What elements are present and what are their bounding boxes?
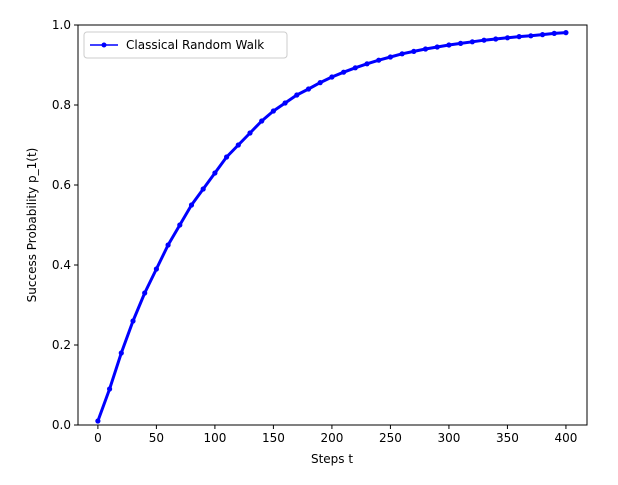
y-axis-title: Success Probability p_1(t) xyxy=(25,148,39,303)
data-point xyxy=(446,42,452,48)
data-point xyxy=(469,39,475,45)
x-tick-label: 200 xyxy=(320,431,343,445)
x-tick-label: 150 xyxy=(262,431,285,445)
y-tick-label: 0.6 xyxy=(52,178,71,192)
y-tick-label: 0.8 xyxy=(52,98,71,112)
plot-frame xyxy=(77,24,588,426)
data-point xyxy=(95,418,101,424)
data-point xyxy=(165,242,171,248)
x-tick-label: 250 xyxy=(379,431,402,445)
data-point xyxy=(317,80,323,86)
data-point xyxy=(270,108,277,114)
y-tick-label: 0.0 xyxy=(52,418,71,432)
data-point xyxy=(142,290,148,296)
data-point xyxy=(224,154,230,160)
data-point xyxy=(153,266,159,272)
data-point xyxy=(177,222,183,228)
data-point xyxy=(294,92,300,98)
data-point xyxy=(235,142,241,148)
data-point xyxy=(551,30,557,36)
y-tick-label: 1.0 xyxy=(52,18,71,32)
data-point xyxy=(458,40,464,47)
data-point xyxy=(188,202,195,208)
data-point xyxy=(387,54,394,60)
data-point xyxy=(563,29,569,36)
data-point xyxy=(200,186,206,192)
legend-label: Classical Random Walk xyxy=(126,38,264,52)
data-point xyxy=(341,69,347,75)
data-point xyxy=(481,37,487,43)
y-tick-label: 0.4 xyxy=(52,258,71,272)
data-point xyxy=(212,170,218,176)
series-layer xyxy=(95,29,569,424)
data-point xyxy=(364,61,370,67)
data-point xyxy=(539,31,546,38)
data-point xyxy=(411,48,417,55)
x-axis-title: Steps t xyxy=(311,452,353,466)
data-point xyxy=(259,118,265,124)
data-point xyxy=(516,34,522,40)
data-point xyxy=(106,386,113,392)
x-tick-label: 400 xyxy=(554,431,577,445)
data-point xyxy=(434,44,440,50)
y-axis: 0.0 0.2 0.4 0.6 0.8 1.0 xyxy=(52,18,78,432)
data-point xyxy=(352,65,358,71)
x-tick-label: 50 xyxy=(149,431,164,445)
data-point xyxy=(528,33,534,39)
legend-marker xyxy=(101,42,107,48)
data-point xyxy=(376,57,382,63)
data-point xyxy=(130,318,136,324)
legend-box xyxy=(83,31,288,59)
data-point xyxy=(493,36,499,42)
x-tick-label: 100 xyxy=(203,431,226,445)
data-point xyxy=(329,74,335,80)
data-point xyxy=(399,51,405,57)
x-tick-label: 300 xyxy=(437,431,460,445)
data-point xyxy=(282,100,288,106)
y-tick-label: 0.2 xyxy=(52,338,71,352)
x-tick-label: 0 xyxy=(94,431,102,445)
legend: Classical Random Walk xyxy=(83,31,288,59)
data-point xyxy=(305,86,312,92)
x-axis: 0 50 100 150 200 250 300 350 400 xyxy=(94,425,577,445)
x-tick-label: 350 xyxy=(496,431,519,445)
data-point xyxy=(504,35,511,41)
data-point xyxy=(118,350,124,356)
data-point xyxy=(422,46,429,52)
data-point xyxy=(247,130,253,136)
